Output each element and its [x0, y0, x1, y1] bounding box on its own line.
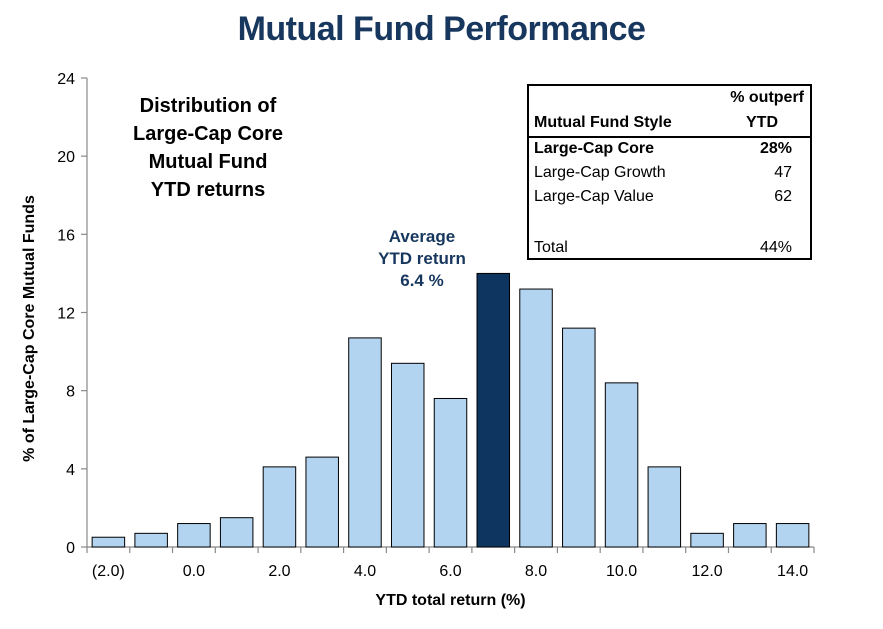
x-axis-title: YTD total return (%) — [375, 592, 525, 609]
chart-description-line: Distribution of — [140, 95, 277, 117]
x-tick-label: 0.0 — [183, 563, 205, 580]
bar — [91, 536, 126, 548]
table-cell-value: 44% — [759, 239, 792, 256]
y-tick-label: 24 — [57, 71, 75, 88]
table-row: Large-Cap Growth 47 — [529, 164, 810, 188]
table-row: Total 44% — [529, 239, 810, 263]
y-tick-label: 20 — [57, 149, 75, 166]
bar — [647, 466, 682, 548]
x-tick-label: 10.0 — [606, 563, 637, 580]
table-header-col2-line1: % outperf — [730, 89, 804, 106]
bar — [177, 523, 211, 548]
bar — [519, 288, 553, 548]
table-cell-style: Large-Cap Growth — [534, 164, 666, 181]
table-cell-style: Total — [534, 239, 568, 256]
chart-bars — [91, 272, 810, 548]
y-tick-label: 16 — [57, 227, 75, 244]
table-cell-value: 47 — [774, 164, 792, 181]
x-tick-label: 4.0 — [354, 563, 376, 580]
y-tick-label: 4 — [66, 462, 75, 479]
y-tick-label: 8 — [66, 384, 75, 401]
chart-labels: YTD total return (%) % of Large-Cap Core … — [21, 95, 526, 609]
bar — [134, 532, 168, 548]
bar — [219, 517, 254, 548]
table-cell-style: Large-Cap Value — [534, 188, 654, 205]
bar — [775, 523, 810, 548]
bar — [390, 362, 425, 548]
bar — [604, 382, 639, 548]
y-tick-label: 12 — [57, 306, 75, 323]
bar — [690, 532, 724, 548]
table-row: Large-Cap Value 62 — [529, 188, 810, 212]
table-header-col2-line2: YTD — [746, 114, 778, 131]
table-cell-value: 62 — [774, 188, 792, 205]
table-cell-value: 28% — [759, 140, 792, 157]
chart-description-line: YTD returns — [151, 179, 265, 201]
x-tick-label: (2.0) — [92, 563, 125, 580]
y-axis-title: % of Large-Cap Core Mutual Funds — [21, 195, 38, 462]
chart-description-line: Large-Cap Core — [133, 123, 283, 145]
x-tick-label: 12.0 — [692, 563, 723, 580]
average-annotation-line: YTD return — [378, 249, 466, 268]
average-annotation-line: 6.4 % — [400, 271, 443, 290]
bar-highlight — [476, 272, 511, 548]
bar — [348, 337, 382, 548]
bar — [433, 397, 468, 548]
chart-description-line: Mutual Fund — [149, 151, 268, 173]
page-title: Mutual Fund Performance — [237, 10, 646, 48]
bar — [562, 327, 596, 548]
bar — [305, 456, 339, 548]
table-header-col1: Mutual Fund Style — [534, 114, 672, 131]
x-tick-label: 8.0 — [525, 563, 547, 580]
table-header: % outperf Mutual Fund Style YTD — [529, 86, 810, 138]
bar — [733, 523, 767, 548]
table-row: Large-Cap Core 28% — [529, 140, 810, 164]
x-tick-label: 6.0 — [439, 563, 461, 580]
x-tick-label: 14.0 — [777, 563, 808, 580]
bar — [262, 466, 297, 548]
outperformance-table: % outperf Mutual Fund Style YTD Large-Ca… — [527, 84, 812, 260]
table-cell-style: Large-Cap Core — [534, 140, 655, 157]
y-tick-label: 0 — [66, 540, 75, 557]
x-tick-label: 2.0 — [268, 563, 290, 580]
average-annotation-line: Average — [389, 227, 455, 246]
